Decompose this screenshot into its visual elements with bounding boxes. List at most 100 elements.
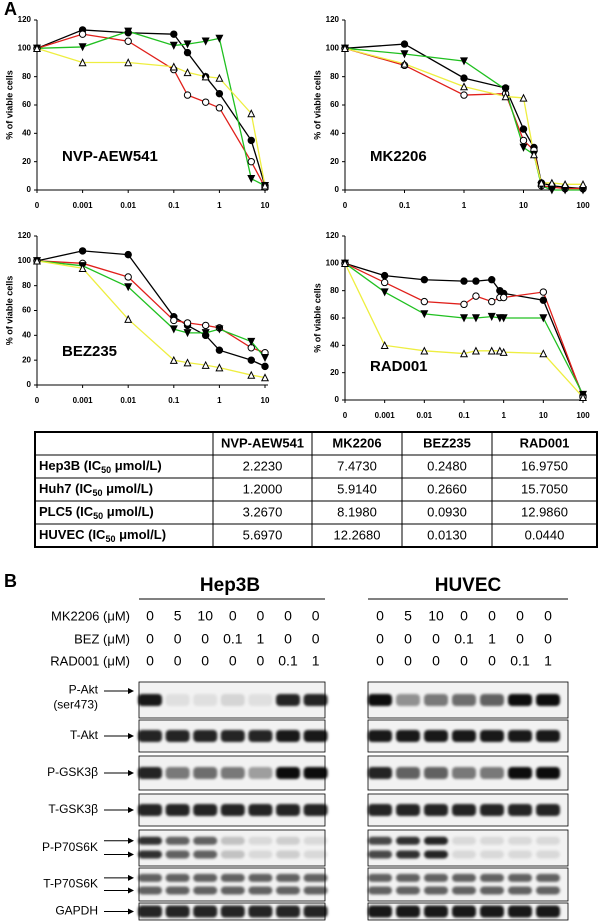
blot-band — [452, 804, 476, 816]
blot-band — [536, 804, 560, 816]
protein-label: P-Akt — [69, 683, 99, 697]
y-tick-label: 120 — [18, 15, 32, 24]
data-point — [78, 30, 87, 38]
arrow-head — [128, 851, 134, 858]
x-tick-label: 0.1 — [399, 201, 411, 210]
table-cell: 12.9860 — [521, 504, 568, 519]
data-point — [183, 48, 192, 57]
data-point — [578, 392, 588, 401]
series-line — [344, 262, 584, 395]
dose: 0 — [488, 653, 496, 669]
cell-line-title: Hep3B — [200, 575, 260, 596]
data-point — [260, 181, 270, 190]
blot-band — [368, 694, 392, 706]
blot-band — [276, 905, 300, 918]
data-point — [247, 356, 255, 364]
blot-strip — [138, 867, 326, 902]
blot-band — [452, 730, 476, 742]
blot-band — [138, 836, 162, 845]
blot-band — [424, 730, 448, 742]
arrow-head — [128, 688, 134, 694]
data-point — [124, 273, 132, 281]
blot-band — [452, 836, 476, 845]
data-point — [519, 93, 528, 102]
arrow-head — [128, 908, 134, 915]
data-point — [380, 288, 389, 297]
arrow-head — [128, 887, 134, 894]
protein-label: GAPDH — [55, 904, 98, 918]
data-point — [471, 346, 480, 355]
blot-band — [303, 873, 328, 882]
data-point — [472, 277, 480, 285]
blot-band — [508, 804, 532, 816]
dose: 0 — [544, 608, 552, 624]
table-cell: 0.0130 — [427, 527, 467, 542]
table-cell: 15.7050 — [521, 481, 568, 496]
data-point — [215, 363, 224, 372]
data-point — [400, 50, 409, 59]
table-cell: 1.2000 — [243, 481, 283, 496]
dose: 0 — [312, 608, 320, 624]
column-header: RAD001 — [520, 435, 570, 450]
blot-band — [396, 873, 420, 882]
column-header: BEZ235 — [423, 435, 471, 450]
data-point — [124, 250, 132, 259]
y-tick-label: 20 — [330, 368, 339, 377]
data-point — [215, 34, 224, 43]
x-tick-label: 1 — [217, 396, 222, 405]
blot-band — [303, 767, 328, 779]
y-tick-label: 60 — [22, 100, 31, 109]
dose: 0 — [284, 631, 292, 647]
table-cell: 12.2680 — [334, 527, 381, 542]
data-point — [561, 180, 570, 189]
data-point — [499, 347, 508, 356]
blot-band — [165, 873, 190, 882]
blot-band — [248, 905, 273, 918]
dose: 0 — [284, 608, 292, 624]
cell-line-title: HUVEC — [435, 575, 502, 596]
data-point — [201, 329, 210, 338]
blot-band — [193, 730, 218, 742]
data-point — [400, 59, 409, 68]
data-point — [183, 329, 192, 338]
data-point — [215, 89, 224, 98]
table-cell: 0.0930 — [427, 504, 467, 519]
y-tick-label: 0 — [335, 185, 340, 194]
dose: 0 — [174, 631, 182, 647]
row-label: PLC5 (IC50 μmol/L) — [39, 504, 154, 521]
data-point — [460, 74, 468, 82]
blot-band — [480, 730, 504, 742]
blot-band — [138, 905, 162, 918]
blot-band — [303, 905, 328, 918]
dose: 0 — [312, 631, 320, 647]
series-line — [344, 263, 584, 398]
blot-band — [452, 905, 476, 918]
data-point — [499, 314, 508, 323]
y-tick-label: 0 — [27, 380, 32, 389]
x-tick-label: 0 — [343, 201, 348, 210]
dose: 0 — [432, 653, 440, 669]
blot-band — [276, 873, 300, 882]
data-point — [78, 43, 87, 52]
x-tick-label: 0.01 — [120, 396, 136, 405]
blot-band — [276, 850, 300, 859]
data-point — [260, 353, 270, 363]
blot-band — [276, 886, 300, 895]
data-point — [400, 40, 409, 48]
blot-band — [480, 850, 504, 859]
blot-band — [424, 767, 448, 779]
y-tick-label: 120 — [18, 231, 32, 240]
blot-band — [480, 873, 504, 882]
data-point — [578, 180, 588, 189]
x-tick-label: 0 — [343, 411, 348, 420]
blot-band — [536, 850, 560, 859]
data-point — [215, 104, 224, 112]
dose: 10 — [428, 608, 444, 624]
blot-band — [396, 836, 420, 845]
arrow-head — [128, 807, 134, 813]
blot-band — [193, 804, 218, 816]
data-point — [169, 355, 178, 364]
blot-band — [303, 694, 328, 706]
blot-band — [508, 730, 532, 742]
